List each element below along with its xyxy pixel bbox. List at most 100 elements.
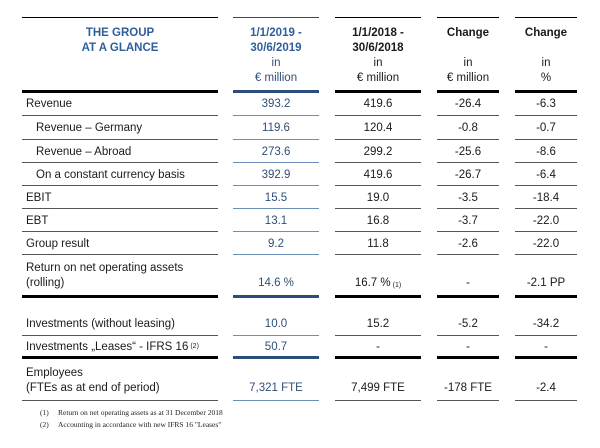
header-line: in [463,57,473,69]
column-header-h1-2018: 1/1/2018 - 30/6/2018 in € million [335,17,421,93]
value-text: 419.6 [363,168,393,181]
value-text: -26.4 [454,98,482,110]
value-text: -6.3 [536,98,556,110]
value-text: 7,321 FTE [249,382,303,394]
value-text: - [466,277,470,289]
value-cell: 419.6 [335,164,421,186]
header-line: 1/1/2018 - [352,27,404,39]
row-label-text: Revenue [26,98,73,110]
row-label-line: (rolling) [26,276,65,289]
value-text: - [544,340,548,353]
row-label-text: Investments „Leases“ - IFRS 16 [26,340,189,353]
value-cell: 16.8 [335,210,421,232]
row-label-line: (FTEs as at end of period) [26,381,160,394]
column-header-h1-2019: 1/1/2019 - 30/6/2019 in € million [233,17,319,93]
header-line: Change [446,27,490,39]
value-text: 9.2 [268,237,284,250]
value-text: -18.4 [532,191,560,204]
value-text: 419.6 [363,98,393,110]
value-cell: -6.4 [515,164,577,186]
footnote-number: (1) [40,408,49,417]
row-label-text: Revenue – Germany [36,122,143,134]
value-text: 299.2 [363,145,393,158]
row-label: EBT [22,210,218,232]
value-cell: 9.2 [233,233,319,255]
value-cell: 419.6 [335,93,421,116]
header-line: in [271,57,281,69]
header-line [437,41,499,56]
header-line: % [540,72,552,84]
header-line: in [373,57,383,69]
table-title: THE GROUP AT A GLANCE [22,17,218,93]
value-cell: 11.8 [335,233,421,255]
row-label: Revenue [22,93,218,116]
value-cell: 299.2 [335,141,421,163]
value-cell: - [515,337,577,359]
value-cell: - [437,256,499,298]
row-label-text: EBIT [26,191,52,204]
value-cell: 120.4 [335,117,421,140]
value-cell: 273.6 [233,141,319,163]
value-text: 393.2 [261,98,291,110]
value-text: 392.9 [261,168,291,181]
row-label: Investments „Leases“ - IFRS 16 (2) [22,337,218,359]
value-text: -2.6 [458,237,478,250]
value-text: -22.0 [532,214,560,227]
value-cell: -34.2 [515,313,577,336]
value-text: 119.6 [262,122,290,134]
value-cell: -5.2 [437,313,499,336]
header-line: 30/6/2019 [250,42,302,54]
value-text: 7,499 FTE [351,382,405,394]
row-label-text: Investments (without leasing) [26,318,175,330]
value-cell: -18.4 [515,187,577,209]
header-line [515,41,577,56]
value-text: -178 FTE [444,382,492,394]
value-text: 14.6 % [258,277,294,289]
header-line: € million [446,72,490,84]
value-text: 15.2 [366,318,390,330]
row-label-text: Revenue – Abroad [36,145,132,158]
value-text: 273.6 [261,145,291,158]
value-text: -6.4 [536,168,556,181]
value-cell: 50.7 [233,337,319,359]
footnote-number: (2) [40,420,49,429]
row-label: Revenue – Abroad [22,141,218,163]
header-line: € million [356,72,400,84]
row-label: Investments (without leasing) [22,313,218,336]
value-cell: -178 FTE [437,361,499,401]
value-cell: 7,321 FTE [233,361,319,401]
footnote-text: Accounting in accordance with new IFRS 1… [58,420,222,429]
value-cell: - [437,337,499,359]
value-cell: 13.1 [233,210,319,232]
value-cell: 119.6 [233,117,319,140]
value-text: 15.5 [264,191,288,204]
value-cell: -2.6 [437,233,499,255]
value-text: 16.7 % [354,277,391,289]
value-cell: 393.2 [233,93,319,116]
value-cell: -2.4 [515,361,577,401]
row-label-line: Employees [26,366,83,379]
column-header-change-percent: Change in % [515,17,577,93]
value-cell: 16.7 % (1) [335,256,421,298]
value-cell: -6.3 [515,93,577,116]
value-cell: -26.4 [437,93,499,116]
row-label: Revenue – Germany [22,117,218,140]
value-text: -34.2 [532,318,560,330]
title-line: AT A GLANCE [81,42,159,54]
value-text: 19.0 [366,191,390,204]
value-text: 13.1 [264,214,288,227]
value-text: 10.0 [264,318,288,330]
value-cell: - [335,337,421,359]
value-text: -8.6 [536,145,556,158]
value-text: -25.6 [454,145,482,158]
value-text: 11.8 [367,237,389,250]
footnote-1: (1) Return on net operating assets as at … [40,408,223,417]
value-cell: -3.7 [437,210,499,232]
footnote-2: (2) Accounting in accordance with new IFR… [40,420,221,429]
header-line: in [541,57,551,69]
value-text: -3.5 [458,191,478,204]
row-label: Employees (FTEs as at end of period) [22,361,218,401]
row-label: Return on net operating assets (rolling) [22,256,218,298]
value-text: -2.1 PP [526,277,566,289]
row-label-text: On a constant currency basis [36,168,185,181]
